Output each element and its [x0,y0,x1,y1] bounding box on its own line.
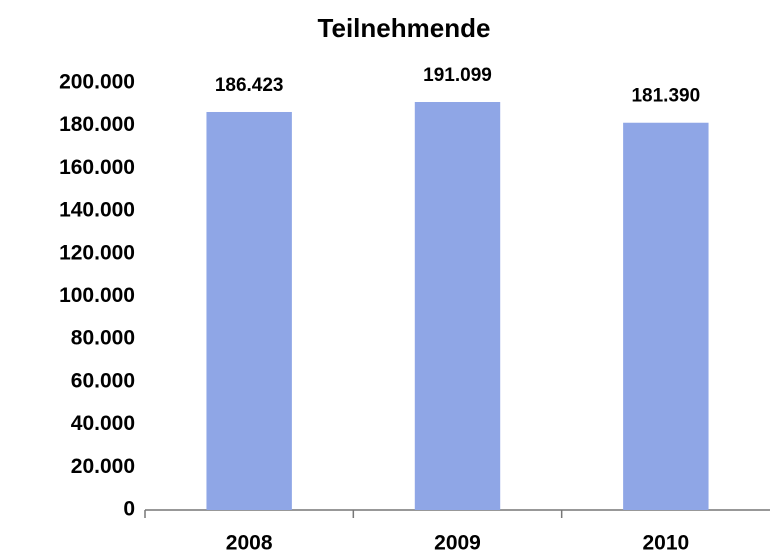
y-tick-label: 20.000 [71,455,135,478]
bar [206,111,292,511]
y-tick-label: 80.000 [71,327,135,350]
x-tick-label: 2009 [434,532,481,555]
data-label: 181.390 [631,86,700,107]
data-label: 191.099 [423,65,492,86]
chart-title: Teilnehmende [318,13,491,43]
bar [623,122,709,510]
y-tick-label: 120.000 [59,241,135,264]
y-tick-label: 200.000 [59,71,135,94]
y-tick-label: 180.000 [59,113,135,136]
data-label: 186.423 [215,75,284,96]
y-tick-label: 40.000 [71,412,135,435]
y-tick-label: 100.000 [59,284,135,307]
y-tick-label: 0 [123,498,135,521]
y-tick-label: 140.000 [59,199,135,222]
bar [414,102,501,510]
y-tick-label: 60.000 [71,369,135,392]
x-tick-label: 2008 [226,532,273,555]
y-tick-label: 160.000 [59,156,135,179]
x-tick-label: 2010 [642,532,689,555]
